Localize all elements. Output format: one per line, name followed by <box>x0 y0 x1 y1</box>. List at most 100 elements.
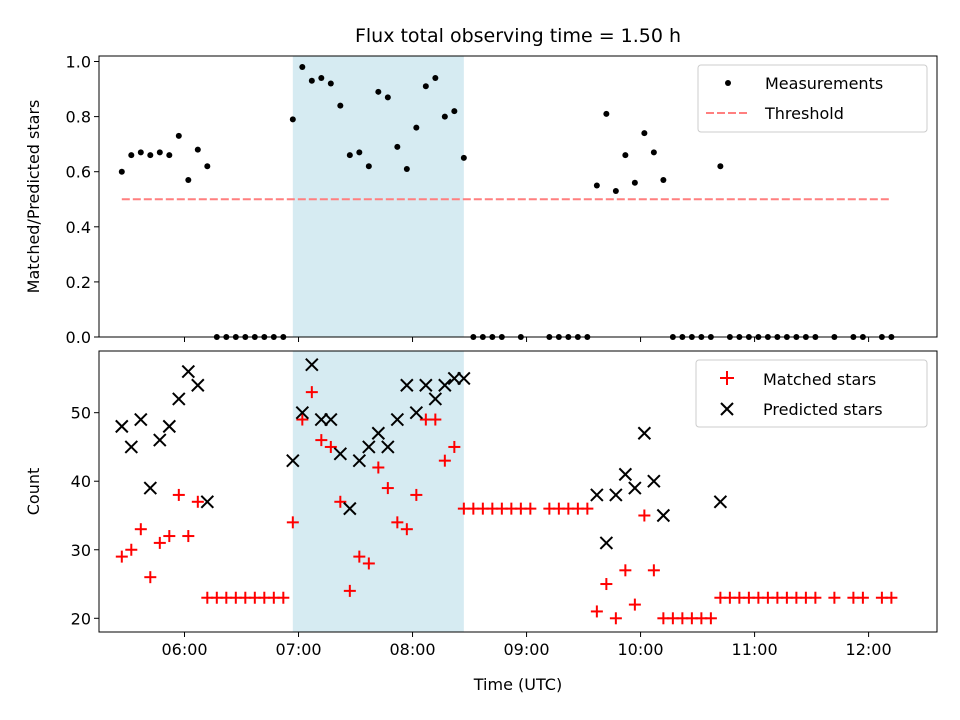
top-axes-frame <box>98 55 938 338</box>
matched-stars-point <box>172 488 185 501</box>
bottom-panel: 20 30 40 50 06:00 07:00 08:00 09:00 10:00 11:00 1… <box>24 350 938 694</box>
measurement-point <box>631 179 638 186</box>
matched-stars-point <box>144 571 157 584</box>
matched-stars-point <box>372 461 385 474</box>
matched-stars-point <box>334 495 347 508</box>
legend-measurements-marker <box>725 80 731 86</box>
top-y-tick-label: 0.8 <box>66 108 91 127</box>
bottom-shaded-span <box>292 351 464 632</box>
matched-stars-point <box>581 502 594 515</box>
measurement-point <box>147 152 154 159</box>
predicted-stars-point <box>647 474 661 488</box>
matched-stars-point <box>296 413 309 426</box>
measurement-point <box>432 75 439 82</box>
bottom-legend: Matched stars Predicted stars <box>695 359 928 428</box>
measurement-point <box>194 146 201 153</box>
predicted-stars-point <box>381 440 395 454</box>
matched-stars-point <box>647 564 660 577</box>
top-x-axis <box>184 337 870 342</box>
predicted-stars-point <box>343 501 357 516</box>
legend-matched-marker <box>720 371 734 385</box>
predicted-stars-point <box>115 419 129 434</box>
top-shaded-span <box>292 56 464 337</box>
legend-predicted-marker <box>720 402 734 416</box>
matched-stars-point <box>362 557 375 570</box>
predicted-stars-point <box>143 481 158 495</box>
predicted-stars-point <box>371 426 386 440</box>
bot-y-tick-label: 50 <box>71 404 91 423</box>
matched-stars-point <box>191 495 204 508</box>
measurement-point <box>166 152 173 159</box>
x-tick-label: 10:00 <box>618 640 664 659</box>
legend-measurements-label: Measurements <box>765 74 883 93</box>
top-y-tick-label: 0.4 <box>66 218 91 237</box>
predicted-stars-point <box>162 419 177 434</box>
predicted-stars-point <box>438 378 452 392</box>
bot-y-tick-label: 30 <box>71 541 91 560</box>
predicted-stars-point <box>713 495 728 509</box>
measurement-point <box>384 94 391 101</box>
matched-stars-point <box>628 598 641 611</box>
measurement-point <box>603 110 610 117</box>
predicted-stars-point <box>134 412 148 427</box>
top-y-tick-label: 0.0 <box>66 328 91 347</box>
measurement-point <box>641 130 648 137</box>
matched-stars-point <box>286 516 299 529</box>
measurement-point <box>308 77 315 84</box>
bottom-y-axis-label: Count <box>24 468 43 516</box>
x-tick-label: 11:00 <box>732 640 778 659</box>
bot-y-tick-label: 40 <box>71 472 91 491</box>
predicted-stars-point <box>628 481 642 495</box>
predicted-stars-point <box>153 433 167 447</box>
measurement-point <box>204 163 211 170</box>
bottom-axes-frame <box>98 350 938 633</box>
measurement-point <box>660 176 667 183</box>
predicted-stars-point <box>286 453 300 468</box>
predicted-stars-point <box>362 440 376 454</box>
predicted-stars-point <box>618 467 633 482</box>
top-y-axis: 0.0 0.2 0.4 0.6 0.8 1.0 <box>66 53 99 347</box>
predicted-stars-point <box>191 378 205 392</box>
predicted-stars-point <box>305 358 319 372</box>
matched-stars-point <box>448 440 461 453</box>
predicted-stars-point <box>609 488 623 502</box>
matched-stars-point <box>343 584 356 597</box>
predicted-stars-point <box>599 536 614 550</box>
matched-stars-point <box>590 605 603 618</box>
measurement-point <box>460 154 467 161</box>
chart-title: Flux total observing time = 1.50 h <box>355 25 681 47</box>
measurement-point <box>346 152 353 159</box>
matched-stars-point <box>182 530 195 543</box>
predicted-stars-point <box>124 440 139 454</box>
matched-stars-point <box>619 564 632 577</box>
matched-stars-point <box>809 591 822 604</box>
top-panel: Flux total observing time = 1.50 h 0.0 0.… <box>24 25 938 347</box>
matched-stars-point <box>324 440 337 453</box>
matched-stars-point <box>134 523 147 536</box>
matched-stars-point <box>438 454 451 467</box>
predicted-stars-point <box>637 426 652 440</box>
measurement-point <box>175 132 182 139</box>
predicted-stars-point <box>457 371 471 386</box>
measurement-point <box>394 143 401 150</box>
matched-stars-point <box>410 488 423 501</box>
matched-stars-point <box>609 612 622 625</box>
x-tick-label: 12:00 <box>846 640 892 659</box>
matched-stars-point <box>638 509 651 522</box>
measurement-point <box>318 75 325 82</box>
matched-stars-point <box>381 482 394 495</box>
top-y-axis-label: Matched/Predicted stars <box>24 100 43 294</box>
matched-stars-point <box>353 550 366 563</box>
predicted-stars-point <box>200 495 215 509</box>
predicted-stars-point <box>390 412 405 427</box>
matched-stars-point <box>400 523 413 536</box>
top-y-tick-label: 0.6 <box>66 163 91 182</box>
predicted-stars-point <box>447 371 462 386</box>
x-tick-label: 08:00 <box>389 640 435 659</box>
matched-stars-point <box>125 543 138 556</box>
measurement-point <box>137 149 144 156</box>
measurement-point <box>422 83 429 90</box>
matched-stars-point <box>856 591 869 604</box>
measurement-point <box>413 124 420 131</box>
